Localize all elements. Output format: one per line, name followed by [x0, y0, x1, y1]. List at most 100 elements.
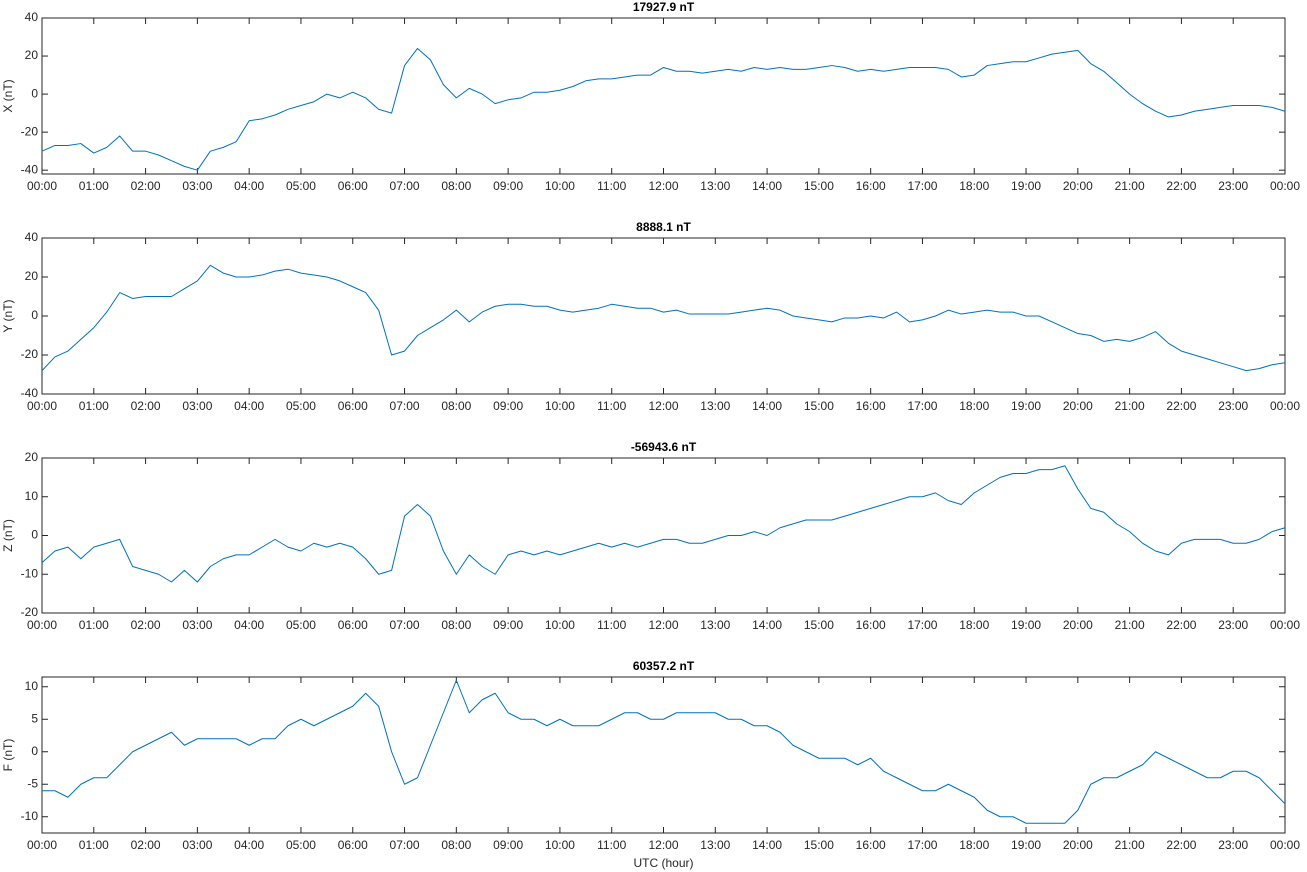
x-tick-label: 15:00: [804, 838, 834, 852]
y-tick-label: -20: [21, 605, 39, 619]
x-tick-label: 00:00: [27, 838, 57, 852]
x-tick-label: 11:00: [597, 179, 626, 193]
x-tick-label: 01:00: [79, 399, 109, 413]
x-tick-label: 14:00: [752, 399, 782, 413]
x-tick-label: 18:00: [959, 179, 989, 193]
x-tick-label: 13:00: [700, 399, 730, 413]
subplot-title: 8888.1 nT: [636, 220, 691, 234]
x-tick-label: 20:00: [1063, 618, 1093, 632]
x-tick-label: 18:00: [959, 399, 989, 413]
x-tick-label: 12:00: [648, 179, 678, 193]
x-tick-label: 00:00: [27, 179, 57, 193]
x-tick-label: 16:00: [856, 838, 886, 852]
x-tick-label: 16:00: [856, 618, 886, 632]
x-tick-label: 09:00: [493, 399, 523, 413]
x-tick-label: 06:00: [338, 179, 368, 193]
x-tick-label: 19:00: [1011, 399, 1041, 413]
y-tick-label: 0: [31, 528, 38, 542]
x-tick-label: 10:00: [545, 179, 575, 193]
x-tick-label: 14:00: [752, 618, 782, 632]
x-tick-label: 07:00: [390, 618, 420, 632]
x-tick-label: 17:00: [907, 838, 937, 852]
y-axis-label: X (nT): [1, 79, 15, 112]
plot-box: [41, 237, 1286, 395]
plot-box: [41, 17, 1286, 175]
x-tick-label: 04:00: [234, 399, 264, 413]
y-axis-label: Z (nT): [1, 519, 15, 552]
x-tick-label: 08:00: [441, 399, 471, 413]
x-tick-label: 22:00: [1166, 618, 1196, 632]
y-tick-label: -10: [21, 566, 39, 580]
y-tick-label: 40: [25, 10, 39, 24]
x-tick-label: 12:00: [648, 838, 678, 852]
x-tick-label: 16:00: [856, 179, 886, 193]
y-tick-label: 20: [25, 269, 39, 283]
x-tick-label: 23:00: [1218, 838, 1248, 852]
x-tick-label: 01:00: [79, 618, 109, 632]
y-tick-label: 5: [31, 711, 38, 725]
x-tick-label: 05:00: [286, 618, 316, 632]
x-tick-label: 07:00: [390, 399, 420, 413]
y-tick-label: 10: [25, 679, 39, 693]
plot-box: [41, 676, 1286, 834]
x-tick-label: 01:00: [79, 179, 109, 193]
x-tick-label: 04:00: [234, 179, 264, 193]
x-tick-label: 00:00: [1270, 618, 1300, 632]
x-tick-label: 15:00: [804, 399, 834, 413]
x-tick-label: 08:00: [441, 618, 471, 632]
x-tick-label: 20:00: [1063, 179, 1093, 193]
x-tick-label: 11:00: [597, 838, 626, 852]
x-tick-label: 00:00: [27, 618, 57, 632]
x-tick-label: 05:00: [286, 179, 316, 193]
x-tick-label: 21:00: [1115, 618, 1145, 632]
x-tick-label: 00:00: [1270, 399, 1300, 413]
x-tick-label: 12:00: [648, 399, 678, 413]
y-tick-label: -10: [21, 809, 39, 823]
y-tick-label: -20: [21, 347, 39, 361]
data-line: [41, 47, 1286, 171]
y-tick-label: 0: [31, 744, 38, 758]
x-tick-label: 00:00: [1270, 179, 1300, 193]
x-tick-label: 15:00: [804, 618, 834, 632]
subplot-title: -56943.6 nT: [631, 440, 697, 454]
y-tick-label: -40: [21, 162, 39, 176]
x-tick-label: 09:00: [493, 618, 523, 632]
x-tick-label: 13:00: [700, 838, 730, 852]
x-tick-label: 18:00: [959, 618, 989, 632]
x-tick-label: 12:00: [648, 618, 678, 632]
plot-box: [41, 457, 1286, 614]
x-tick-label: 07:00: [390, 838, 420, 852]
y-tick-label: -40: [21, 386, 39, 400]
x-tick-label: 07:00: [390, 179, 420, 193]
x-tick-label: 14:00: [752, 838, 782, 852]
x-tick-label: 23:00: [1218, 618, 1248, 632]
x-tick-label: 04:00: [234, 618, 264, 632]
x-tick-label: 06:00: [338, 838, 368, 852]
x-tick-label: 17:00: [907, 399, 937, 413]
x-tick-label: 21:00: [1115, 399, 1145, 413]
x-tick-label: 14:00: [752, 179, 782, 193]
x-tick-label: 02:00: [131, 179, 161, 193]
data-line: [42, 679, 1286, 824]
x-tick-label: 11:00: [597, 618, 626, 632]
x-tick-label: 00:00: [27, 399, 57, 413]
x-tick-label: 10:00: [545, 399, 575, 413]
x-tick-label: 02:00: [131, 618, 161, 632]
x-tick-label: 04:00: [234, 838, 264, 852]
data-line: [41, 264, 1286, 372]
x-tick-label: 03:00: [182, 838, 212, 852]
x-axis-label: UTC (hour): [633, 856, 693, 870]
x-tick-label: 17:00: [907, 618, 937, 632]
y-tick-label: 0: [31, 308, 38, 322]
y-axis-label: Y (nT): [1, 299, 15, 332]
x-tick-label: 09:00: [493, 838, 523, 852]
x-tick-label: 19:00: [1011, 618, 1041, 632]
x-tick-label: 15:00: [804, 179, 834, 193]
x-tick-label: 06:00: [338, 618, 368, 632]
x-tick-label: 03:00: [182, 618, 212, 632]
x-tick-label: 23:00: [1218, 179, 1248, 193]
x-tick-label: 05:00: [286, 399, 316, 413]
x-tick-label: 17:00: [907, 179, 937, 193]
x-tick-label: 02:00: [131, 399, 161, 413]
